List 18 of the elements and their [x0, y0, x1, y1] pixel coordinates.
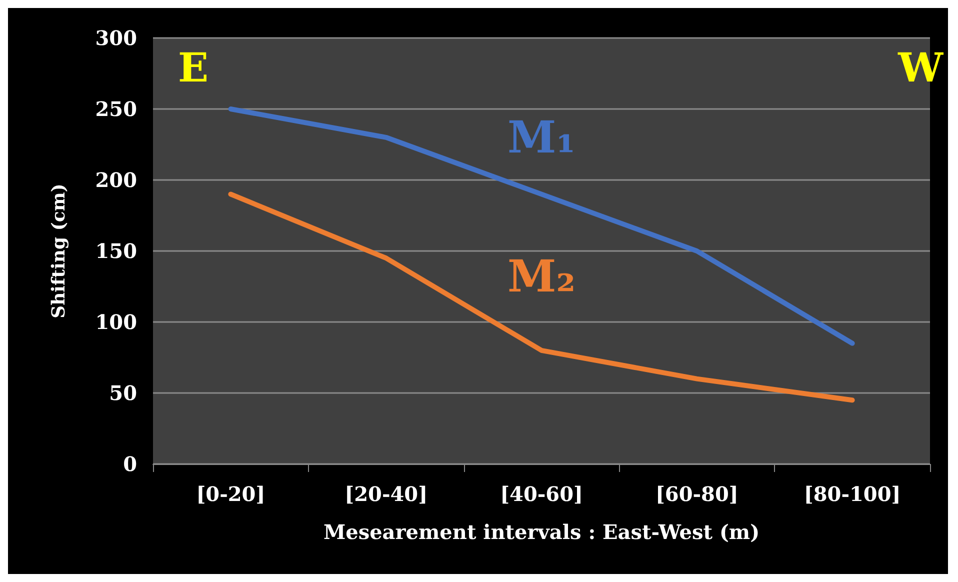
y-tick-label: 100 — [95, 310, 137, 334]
x-tick-label: [20-40] — [344, 482, 428, 506]
x-tick-label: [60-80] — [655, 482, 738, 506]
x-axis-title: Mesearement intervals : East-West (m) — [323, 520, 760, 544]
y-tick-label: 50 — [109, 381, 137, 405]
x-tick-label: [80-100] — [804, 482, 901, 506]
x-tick-label: [40-60] — [500, 482, 583, 506]
y-tick-label: 0 — [123, 452, 137, 476]
annotation: W — [897, 44, 944, 92]
y-tick-label: 300 — [95, 26, 137, 50]
y-axis-title: Shifting (cm) — [48, 184, 70, 318]
x-tick-label: [0-20] — [196, 482, 266, 506]
annotation: E — [178, 44, 208, 92]
series-label: M₂ — [508, 251, 576, 302]
y-tick-label: 250 — [95, 97, 137, 121]
y-tick-label: 150 — [95, 239, 137, 263]
y-tick-label: 200 — [95, 168, 137, 192]
series-label: M₁ — [508, 112, 576, 164]
